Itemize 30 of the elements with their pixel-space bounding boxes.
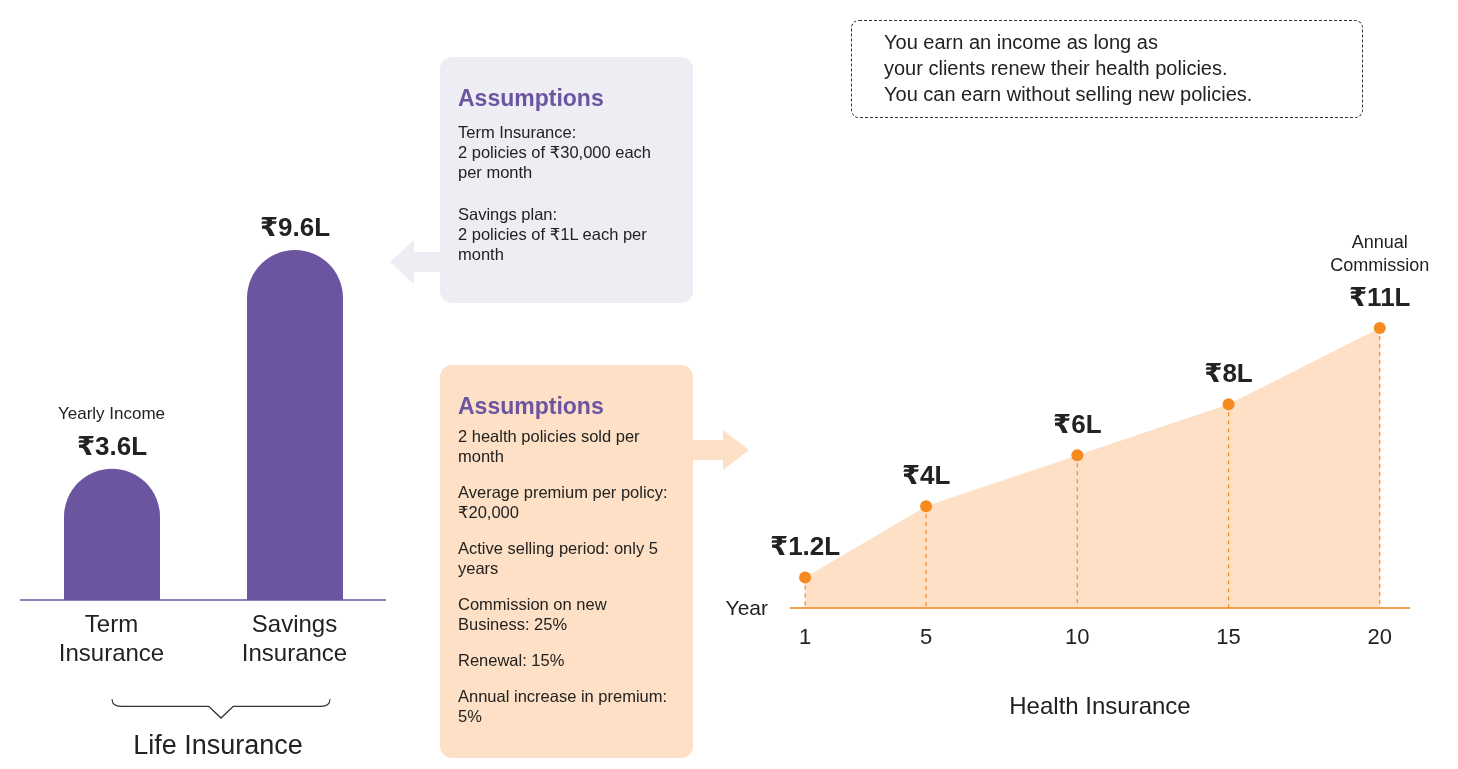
text: Active selling period: only 5 years	[458, 538, 659, 578]
x-tick-label: Term Insurance	[58, 610, 165, 666]
text: 2 health policies sold per month	[458, 426, 641, 466]
data-label: ₹1.2L	[770, 531, 841, 562]
text: Assumptions	[458, 85, 605, 112]
data-label: ₹3.6L	[76, 430, 148, 461]
text: Renewal: 15%	[458, 650, 566, 670]
annotation: Yearly Income	[57, 403, 166, 423]
text: Savings plan: 2 policies of ₹1L each per month	[458, 204, 648, 264]
text: You earn an income as long as your clients renew their health policies. You can earn without selling new policies.	[851, 20, 1363, 118]
text: Annual increase in premium: 5%	[458, 686, 669, 726]
data-label: ₹4L	[901, 460, 951, 491]
annotation: Annual Commission	[1330, 232, 1430, 275]
text: Assumptions	[458, 393, 605, 420]
text: Commission on new Business: 25%	[458, 594, 608, 634]
x-tick-label: 1	[799, 623, 812, 649]
text: Average premium per policy: ₹20,000	[458, 482, 669, 522]
x-tick-label: Savings Insurance	[241, 610, 348, 666]
text: Health Insurance	[1008, 692, 1192, 720]
data-label: ₹8L	[1204, 358, 1253, 389]
x-tick-label: 5	[919, 623, 933, 649]
x-axis-title: Year	[725, 596, 768, 619]
text: Term Insurance: 2 policies of ₹30,000 each per month	[458, 122, 653, 182]
data-label: ₹6L	[1053, 409, 1102, 440]
x-tick-label: 20	[1367, 623, 1392, 649]
x-tick-label: 10	[1065, 623, 1090, 649]
data-label: ₹11L	[1349, 282, 1411, 312]
text: Life Insurance	[132, 730, 304, 761]
x-tick-label: 15	[1216, 623, 1241, 649]
data-label: ₹9.6L	[259, 212, 331, 242]
